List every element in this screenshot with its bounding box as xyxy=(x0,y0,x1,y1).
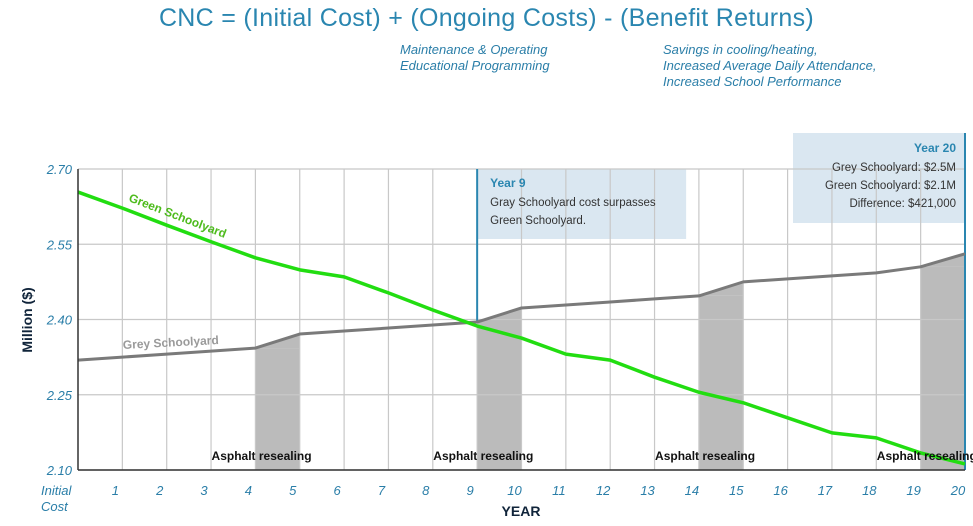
ongoing-note: Maintenance & Operating xyxy=(400,42,548,57)
benefit-note: Savings in cooling/heating, xyxy=(663,42,818,57)
x-tick-label: 1 xyxy=(112,483,119,498)
x-axis-title: YEAR xyxy=(502,503,541,519)
x-tick-label: 18 xyxy=(862,483,877,498)
ongoing-costs-notes: Maintenance & Operating Educational Prog… xyxy=(400,42,550,74)
y-tick-label: 2.70 xyxy=(46,162,73,177)
x-tick-label: 13 xyxy=(640,483,655,498)
annotation-text-year-20: Green Schoolyard: $2.1M xyxy=(825,180,956,192)
x-tick-label: 17 xyxy=(818,483,833,498)
x-tick-label: 11 xyxy=(552,483,566,498)
y-tick-label: 2.55 xyxy=(46,237,73,252)
annotation-title-year-9: Year 9 xyxy=(490,176,526,190)
x-tick-label: 15 xyxy=(729,483,744,498)
ongoing-note: Educational Programming xyxy=(400,58,550,73)
x-tick-label: 2 xyxy=(155,483,164,498)
resealing-shade xyxy=(698,295,744,470)
y-axis-title: Million ($) xyxy=(19,287,35,352)
x-tick-label: 9 xyxy=(467,483,474,498)
annotation-text-year-20: Difference: $421,000 xyxy=(849,198,956,210)
annotation-text-year-9: Green Schoolyard. xyxy=(490,215,586,227)
resealing-shade xyxy=(255,348,300,470)
resealing-label: Asphalt resealing xyxy=(877,449,973,463)
x-tick-label: 19 xyxy=(906,483,920,498)
x-tick-label: 4 xyxy=(245,483,252,498)
resealing-label: Asphalt resealing xyxy=(212,449,312,463)
annotation-text-year-20: Grey Schoolyard: $2.5M xyxy=(832,162,956,174)
x-tick-label: 20 xyxy=(950,483,966,498)
x-tick-label: Cost xyxy=(41,499,69,514)
y-tick-label: 2.10 xyxy=(46,463,73,478)
annotation-box-year-9 xyxy=(477,169,687,239)
grey-schoolyard-label: Grey Schoolyard xyxy=(122,333,219,352)
formula-title: CNC = (Initial Cost) + (Ongoing Costs) -… xyxy=(158,4,815,32)
resealing-shade xyxy=(920,266,965,470)
benefit-note: Increased School Performance xyxy=(663,74,842,89)
annotation-box-year-20 xyxy=(793,133,965,223)
resealing-shade xyxy=(477,322,522,470)
y-tick-label: 2.25 xyxy=(46,388,73,403)
x-tick-label: 5 xyxy=(289,483,297,498)
x-tick-label: Initial xyxy=(41,483,72,498)
x-tick-label: 14 xyxy=(685,483,699,498)
x-tick-label: 7 xyxy=(378,483,386,498)
annotation-title-year-20: Year 20 xyxy=(914,141,956,155)
resealing-label: Asphalt resealing xyxy=(433,449,533,463)
benefit-note: Increased Average Daily Attendance, xyxy=(663,58,877,73)
x-tick-label: 8 xyxy=(422,483,430,498)
resealing-label: Asphalt resealing xyxy=(655,449,755,463)
benefit-returns-notes: Savings in cooling/heating, Increased Av… xyxy=(663,42,876,90)
x-tick-label: 12 xyxy=(596,483,611,498)
x-tick-label: 6 xyxy=(333,483,341,498)
x-tick-label: 3 xyxy=(200,483,208,498)
y-tick-label: 2.40 xyxy=(46,313,73,328)
annotation-text-year-9: Gray Schoolyard cost surpasses xyxy=(490,197,656,209)
x-tick-label: 10 xyxy=(507,483,522,498)
x-tick-label: 16 xyxy=(773,483,788,498)
